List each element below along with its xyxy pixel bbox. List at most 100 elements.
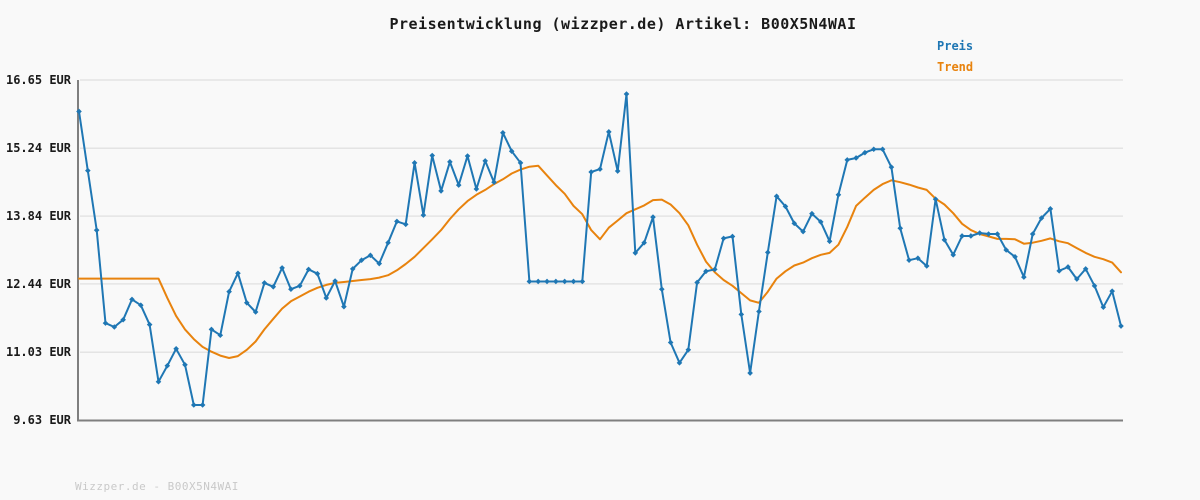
- y-axis-tick-label: 16.65 EUR: [5, 73, 71, 87]
- price-point-marker: [773, 193, 780, 200]
- price-point-marker: [1100, 304, 1107, 310]
- y-axis-tick-label: 9.63 EUR: [13, 413, 71, 427]
- price-point-marker: [641, 239, 647, 246]
- price-point-marker: [173, 346, 179, 352]
- price-point-marker: [553, 278, 559, 285]
- price-point-marker: [491, 179, 497, 185]
- price-point-marker: [261, 280, 268, 286]
- price-point-marker: [1038, 215, 1045, 221]
- price-point-marker: [394, 218, 400, 225]
- price-point-marker: [120, 316, 126, 323]
- price-point-marker: [632, 250, 639, 256]
- price-point-marker: [190, 402, 197, 408]
- price-point-marker: [906, 257, 912, 263]
- price-point-marker: [208, 326, 215, 333]
- price-point-marker: [1065, 264, 1071, 270]
- price-point-marker: [923, 263, 930, 269]
- price-point-marker: [508, 148, 515, 154]
- price-point-marker: [800, 228, 806, 235]
- price-point-marker: [932, 196, 939, 202]
- price-point-marker: [1021, 274, 1027, 280]
- price-point-marker: [870, 146, 877, 153]
- price-point-marker: [1003, 247, 1010, 253]
- price-point-marker: [420, 212, 427, 218]
- price-point-marker: [844, 157, 851, 163]
- price-point-marker: [976, 230, 983, 236]
- price-point-marker: [129, 296, 135, 303]
- price-point-marker: [1047, 206, 1054, 212]
- price-point-marker: [897, 225, 904, 232]
- price-point-marker: [994, 231, 1001, 237]
- price-point-marker: [358, 257, 365, 263]
- price-point-marker: [102, 320, 109, 326]
- trend-line: [78, 164, 1122, 359]
- price-point-marker: [588, 169, 594, 175]
- y-axis-tick-label: 12.44 EUR: [5, 276, 71, 291]
- price-point-marker: [526, 278, 533, 285]
- price-point-marker: [1082, 266, 1089, 272]
- price-point-marker: [252, 309, 259, 315]
- price-point-marker: [623, 91, 630, 97]
- price-point-marker: [1056, 268, 1062, 274]
- price-point-marker: [817, 219, 824, 225]
- price-point-marker: [968, 233, 974, 239]
- price-point-marker: [429, 152, 436, 159]
- price-point-marker: [385, 239, 391, 246]
- price-point-marker: [729, 233, 736, 240]
- price-point-marker: [455, 182, 462, 188]
- price-point-marker: [376, 260, 383, 267]
- price-point-marker: [650, 214, 656, 220]
- price-point-marker: [402, 221, 409, 228]
- price-point-marker: [305, 266, 312, 273]
- price-point-marker: [862, 149, 868, 156]
- price-point-marker: [879, 146, 886, 153]
- price-point-marker: [561, 278, 568, 285]
- price-point-marker: [791, 220, 798, 227]
- price-point-marker: [809, 210, 815, 217]
- price-point-marker: [226, 288, 232, 295]
- price-point-marker: [517, 160, 524, 166]
- price-point-marker: [111, 324, 118, 330]
- price-point-marker: [597, 166, 603, 172]
- price-point-marker: [349, 266, 356, 272]
- price-point-marker: [764, 249, 771, 256]
- price-point-marker: [447, 159, 453, 165]
- price-point-marker: [985, 231, 992, 237]
- price-point-marker: [367, 252, 374, 259]
- price-point-marker: [1074, 276, 1080, 282]
- price-point-marker: [756, 308, 762, 315]
- price-point-marker: [711, 266, 718, 273]
- price-point-marker: [235, 270, 241, 277]
- preis-line: [78, 93, 1122, 406]
- price-point-marker: [667, 339, 674, 346]
- price-point-marker: [288, 286, 294, 293]
- price-point-marker: [182, 361, 188, 368]
- price-point-marker: [1091, 283, 1098, 289]
- legend-item-trend: Trend: [937, 59, 974, 74]
- price-point-marker: [535, 278, 541, 285]
- price-point-marker: [720, 235, 727, 242]
- price-point-marker: [296, 283, 303, 289]
- price-point-marker: [411, 160, 418, 166]
- price-point-marker: [959, 233, 965, 239]
- price-point-marker: [85, 167, 91, 174]
- price-point-marker: [694, 279, 700, 286]
- price-point-marker: [93, 227, 100, 233]
- price-point-marker: [950, 252, 957, 258]
- price-point-marker: [659, 286, 665, 293]
- price-point-marker: [606, 129, 612, 135]
- price-point-marker: [164, 362, 171, 369]
- price-point-marker: [826, 238, 833, 245]
- chart-title: Preisentwicklung (wizzper.de) Artikel: B…: [389, 15, 857, 33]
- price-point-marker: [941, 237, 948, 243]
- y-axis-tick-label: 15.24 EUR: [5, 141, 71, 156]
- price-point-marker: [332, 278, 338, 284]
- price-point-marker: [243, 299, 250, 306]
- price-point-marker: [915, 255, 921, 262]
- price-point-marker: [1118, 323, 1124, 329]
- price-point-marker: [738, 311, 745, 318]
- price-point-marker: [482, 158, 489, 164]
- price-point-marker: [279, 265, 285, 271]
